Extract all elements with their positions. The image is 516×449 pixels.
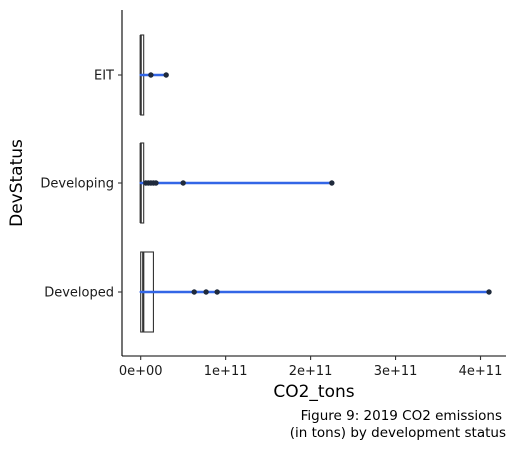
data-point-developing <box>329 180 335 186</box>
data-point-eit <box>148 72 154 78</box>
data-point-developed <box>191 289 197 295</box>
figure-caption-line-1: Figure 9: 2019 CO2 emissions <box>301 408 502 424</box>
data-point-developed <box>203 289 209 295</box>
y-tick-label: Developing <box>40 177 114 192</box>
y-axis-ticks: EIT Developing Developed <box>40 69 122 301</box>
x-axis-title: CO2_tons <box>273 382 354 402</box>
data-point-developing <box>153 180 159 186</box>
data-point-developed <box>486 289 492 295</box>
data-point-developed <box>214 289 220 295</box>
figure-caption-line-2: (in tons) by development status <box>290 425 506 441</box>
chart-marks <box>139 34 492 333</box>
data-point-eit <box>163 72 169 78</box>
x-tick-label: 2e+11 <box>289 364 333 379</box>
x-tick-label: 3e+11 <box>374 364 418 379</box>
x-axis-ticks: 0e+00 1e+11 2e+11 3e+11 4e+11 <box>119 356 503 379</box>
y-tick-label: Developed <box>44 286 114 301</box>
x-tick-label: 1e+11 <box>204 364 248 379</box>
y-axis-title: DevStatus <box>7 139 27 227</box>
y-tick-label: EIT <box>94 69 114 84</box>
x-tick-label: 4e+11 <box>459 364 503 379</box>
x-tick-label: 0e+00 <box>119 364 163 379</box>
data-point-developing <box>180 180 186 186</box>
